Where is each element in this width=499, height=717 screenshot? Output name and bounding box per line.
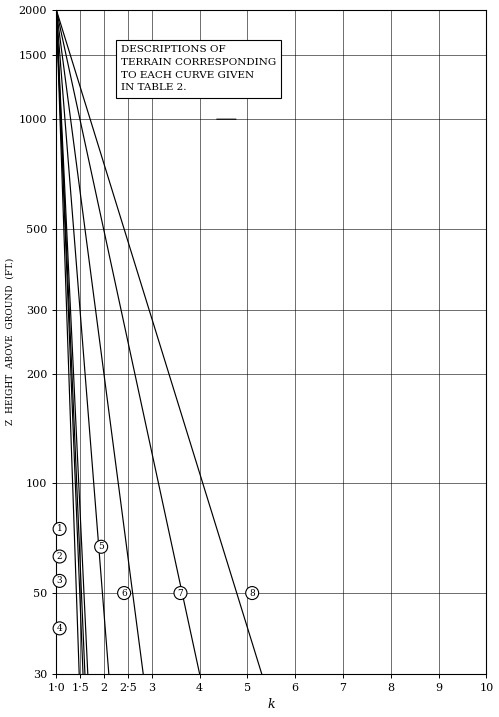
Text: 7: 7	[178, 589, 183, 597]
Text: 6: 6	[121, 589, 127, 597]
Text: DESCRIPTIONS OF
TERRAIN CORRESPONDING
TO EACH CURVE GIVEN
IN TABLE 2.: DESCRIPTIONS OF TERRAIN CORRESPONDING TO…	[121, 45, 276, 92]
Text: 2: 2	[57, 552, 62, 561]
Y-axis label: Z  HEIGHT  ABOVE  GROUND  (FT.): Z HEIGHT ABOVE GROUND (FT.)	[5, 258, 14, 425]
Text: 4: 4	[57, 624, 62, 633]
Text: 5: 5	[98, 542, 104, 551]
X-axis label: k: k	[267, 698, 275, 711]
Text: 3: 3	[57, 576, 62, 585]
Text: 8: 8	[250, 589, 255, 597]
Text: 1: 1	[57, 524, 62, 533]
